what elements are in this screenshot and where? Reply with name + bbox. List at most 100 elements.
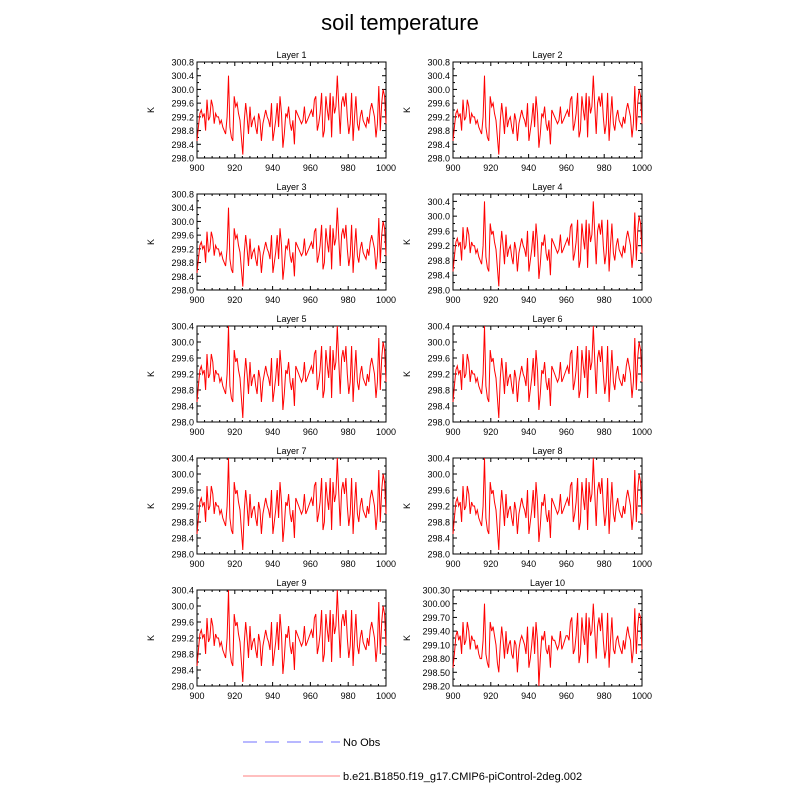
plot-frame <box>452 193 643 291</box>
y-tick-label: 299.6 <box>427 99 450 109</box>
plot-frame <box>196 325 387 423</box>
y-axis-label: K <box>402 107 412 113</box>
x-tick-label: 940 <box>521 295 536 305</box>
y-axis-label: K <box>402 503 412 509</box>
series-line <box>196 457 387 551</box>
y-tick-label: 300.4 <box>171 71 194 81</box>
y-axis-label: K <box>146 239 156 245</box>
x-tick-label: 900 <box>189 691 204 701</box>
panel-layer-4: Layer 4 298.0 298.4 298.8 299.2 299.6 300.0 300… <box>402 182 652 305</box>
panel-title: Layer 2 <box>532 50 562 60</box>
panel-layer-7: Layer 7 298.0 298.4 298.8 299.2 299.6 300.0 300… <box>146 446 396 569</box>
plot-frame <box>452 325 643 423</box>
figure-title: soil temperature <box>321 10 479 35</box>
y-tick-label: 298.0 <box>427 154 450 164</box>
x-tick-label: 920 <box>227 559 242 569</box>
y-tick-label: 299.6 <box>171 231 194 241</box>
panel-title: Layer 10 <box>530 578 565 588</box>
x-tick-label: 960 <box>303 559 318 569</box>
y-tick-label: 298.0 <box>171 682 194 692</box>
x-tick-label: 980 <box>597 427 612 437</box>
y-tick-label: 300.0 <box>427 470 450 480</box>
plot-frame <box>452 457 643 555</box>
x-tick-label: 940 <box>265 559 280 569</box>
y-tick-label: 298.4 <box>427 534 450 544</box>
y-tick-label: 299.2 <box>427 241 450 251</box>
x-tick-label: 980 <box>341 427 356 437</box>
y-tick-label: 299.2 <box>171 112 194 122</box>
y-tick-label: 298.4 <box>427 271 450 281</box>
panel-layer-2: Layer 2 298.0 298.4 298.8 299.2 299.6 300.0 300… <box>402 50 652 173</box>
series-line <box>452 457 643 551</box>
x-tick-label: 920 <box>483 691 498 701</box>
y-tick-label: 299.2 <box>171 370 194 380</box>
panel-title: Layer 6 <box>532 314 562 324</box>
panel-layer-6: Layer 6 298.0 298.4 298.8 299.2 299.6 300.0 300… <box>402 314 652 437</box>
x-tick-label: 940 <box>265 427 280 437</box>
y-tick-label: 300.0 <box>171 338 194 348</box>
x-tick-label: 980 <box>597 163 612 173</box>
y-tick-label: 298.4 <box>171 140 194 150</box>
y-tick-label: 300.0 <box>171 602 194 612</box>
y-axis-label: K <box>402 635 412 641</box>
plot-frame <box>196 589 387 687</box>
y-tick-label: 298.4 <box>427 140 450 150</box>
y-tick-label: 298.8 <box>171 386 194 396</box>
panel-title: Layer 3 <box>276 182 306 192</box>
x-tick-label: 980 <box>597 295 612 305</box>
panel-layer-9: Layer 9 298.0 298.4 298.8 299.2 299.6 300.0 300… <box>146 578 396 701</box>
y-axis-label: K <box>146 107 156 113</box>
plot-frame <box>452 589 643 687</box>
x-tick-label: 900 <box>189 163 204 173</box>
y-tick-label: 300.0 <box>171 85 194 95</box>
y-tick-label: 298.4 <box>427 402 450 412</box>
x-tick-label: 980 <box>597 691 612 701</box>
x-tick-label: 960 <box>303 163 318 173</box>
panel-title: Layer 5 <box>276 314 306 324</box>
y-tick-label: 300.0 <box>171 470 194 480</box>
series-line <box>452 75 643 155</box>
x-tick-label: 900 <box>189 295 204 305</box>
y-tick-label: 298.0 <box>427 418 450 428</box>
y-tick-label: 299.2 <box>171 502 194 512</box>
y-tick-label: 299.2 <box>171 244 194 254</box>
x-tick-label: 900 <box>445 163 460 173</box>
x-tick-label: 980 <box>341 295 356 305</box>
x-tick-label: 1000 <box>632 163 652 173</box>
y-tick-label: 300.00 <box>422 599 450 609</box>
y-tick-label: 298.8 <box>171 518 194 528</box>
x-tick-label: 960 <box>559 163 574 173</box>
y-tick-label: 299.2 <box>171 634 194 644</box>
x-tick-label: 920 <box>227 427 242 437</box>
y-tick-label: 299.6 <box>171 354 194 364</box>
y-axis-label: K <box>146 503 156 509</box>
y-tick-label: 300.4 <box>171 454 194 464</box>
x-tick-label: 1000 <box>376 691 396 701</box>
y-axis-label: K <box>402 371 412 377</box>
y-tick-label: 299.6 <box>171 618 194 628</box>
y-tick-label: 298.0 <box>427 286 450 296</box>
x-tick-label: 980 <box>341 559 356 569</box>
x-tick-label: 900 <box>445 295 460 305</box>
y-tick-label: 299.70 <box>422 613 450 623</box>
y-tick-label: 299.6 <box>427 354 450 364</box>
x-tick-label: 900 <box>445 427 460 437</box>
x-tick-label: 1000 <box>376 559 396 569</box>
y-tick-label: 298.8 <box>171 258 194 268</box>
panel-layer-1: Layer 1 298.0 298.4 298.8 299.2 299.6 300.0 300… <box>146 50 396 173</box>
y-tick-label: 298.4 <box>171 272 194 282</box>
y-tick-label: 300.0 <box>171 217 194 227</box>
y-tick-label: 298.0 <box>171 154 194 164</box>
series-line <box>196 325 387 419</box>
x-tick-label: 960 <box>303 691 318 701</box>
y-tick-label: 298.4 <box>171 534 194 544</box>
plot-frame <box>196 457 387 555</box>
y-tick-label: 299.10 <box>422 640 450 650</box>
y-tick-label: 298.8 <box>427 518 450 528</box>
x-tick-label: 960 <box>303 427 318 437</box>
x-tick-label: 1000 <box>632 295 652 305</box>
y-tick-label: 300.8 <box>427 58 450 68</box>
x-tick-label: 1000 <box>376 295 396 305</box>
